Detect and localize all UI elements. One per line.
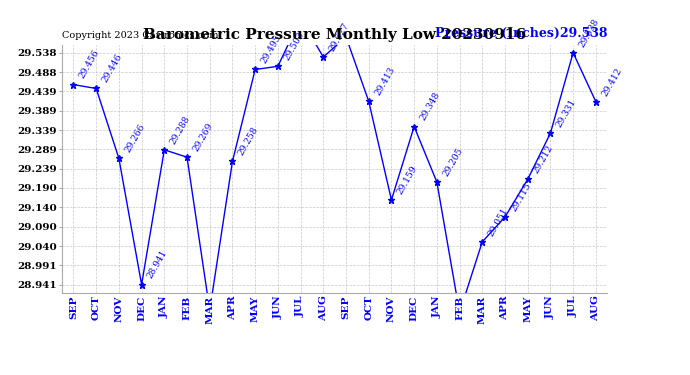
- Text: 29.115: 29.115: [509, 181, 533, 213]
- Title: Barometric Pressure Monthly Low 20230916: Barometric Pressure Monthly Low 20230916: [143, 28, 526, 42]
- Text: 29.538: 29.538: [578, 17, 601, 49]
- Text: 29.503: 29.503: [282, 30, 306, 62]
- Text: 29.205: 29.205: [441, 146, 464, 178]
- Text: Copyright 2023 Cartronics.com: Copyright 2023 Cartronics.com: [62, 31, 219, 40]
- Text: 29.495: 29.495: [259, 33, 283, 65]
- Text: 28.941: 28.941: [146, 249, 169, 280]
- Text: 29.212: 29.212: [532, 144, 555, 175]
- Text: 29.527: 29.527: [328, 21, 351, 53]
- Text: 28.869: 28.869: [0, 374, 1, 375]
- Text: 29.269: 29.269: [191, 122, 215, 153]
- Text: 29.412: 29.412: [600, 66, 624, 98]
- Text: 29.288: 29.288: [168, 114, 192, 146]
- Text: 29.579: 29.579: [0, 374, 1, 375]
- Text: 29.413: 29.413: [373, 66, 396, 97]
- Text: 29.159: 29.159: [395, 164, 420, 196]
- Text: 29.258: 29.258: [237, 126, 260, 157]
- Text: 29.446: 29.446: [100, 53, 124, 84]
- Text: 28.875: 28.875: [0, 374, 1, 375]
- Text: Pressure (Inches)29.538: Pressure (Inches)29.538: [435, 27, 607, 40]
- Text: 29.331: 29.331: [555, 98, 578, 129]
- Text: 29.051: 29.051: [486, 206, 510, 238]
- Text: 29.348: 29.348: [418, 91, 442, 122]
- Text: 29.627: 29.627: [0, 374, 1, 375]
- Text: 29.266: 29.266: [123, 123, 146, 154]
- Text: 29.456: 29.456: [77, 48, 101, 80]
